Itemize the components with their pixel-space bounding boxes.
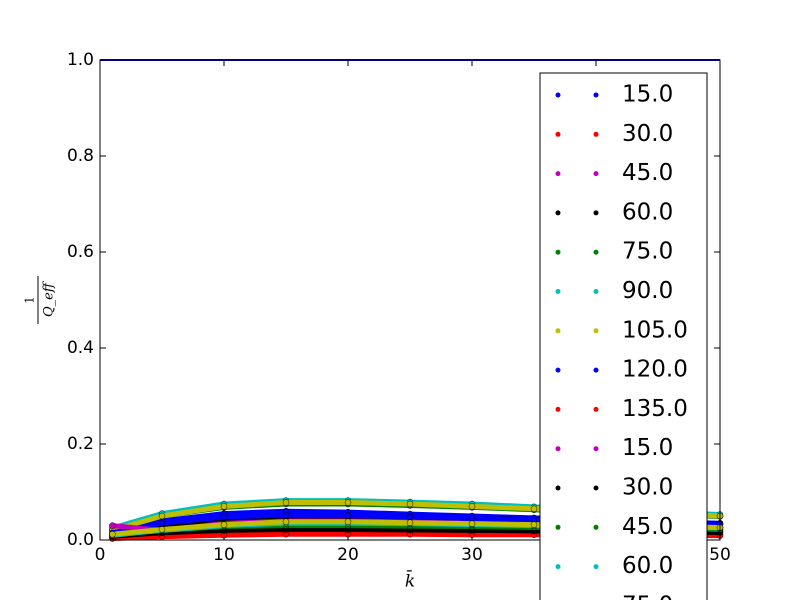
y-tick-label: 0.2	[67, 434, 94, 454]
legend-label: 75.0	[622, 239, 673, 265]
data-point	[406, 513, 414, 521]
legend-label: 75.0	[622, 592, 673, 600]
legend-marker	[555, 564, 561, 570]
legend-label: 60.0	[622, 553, 673, 579]
legend-label: 15.0	[622, 435, 673, 461]
legend-marker	[555, 289, 561, 294]
legend-label: 45.0	[622, 514, 673, 540]
y-label-numerator: 1	[23, 296, 37, 304]
x-tick-label: 30	[461, 545, 483, 565]
legend-marker	[555, 446, 561, 452]
legend-label: 30.0	[622, 121, 673, 147]
y-tick-label: 0.6	[67, 242, 94, 262]
data-point	[220, 521, 228, 528]
legend-marker	[593, 328, 599, 334]
legend-label: 45.0	[622, 160, 673, 186]
data-point	[220, 503, 228, 510]
legend-marker	[593, 446, 599, 452]
data-point	[344, 518, 352, 526]
data-point	[282, 499, 290, 506]
data-point	[530, 505, 538, 513]
legend-marker	[555, 249, 561, 255]
legend-marker	[593, 564, 599, 570]
legend-marker	[593, 210, 599, 216]
legend-marker	[555, 406, 561, 412]
data-point	[158, 526, 166, 533]
data-point	[530, 521, 538, 528]
legend-marker	[593, 367, 599, 373]
y-label-denominator: Q_eff	[42, 280, 57, 317]
legend-marker	[555, 92, 561, 98]
data-point	[282, 511, 290, 519]
y-tick-label: 1.0	[67, 50, 94, 70]
legend-marker	[593, 485, 599, 491]
legend-marker	[555, 524, 561, 530]
data-point	[468, 520, 476, 527]
legend-label: 30.0	[622, 475, 673, 501]
data-point	[406, 500, 414, 508]
x-tick-label: 50	[709, 545, 731, 565]
data-point	[468, 503, 476, 510]
legend-marker	[593, 171, 599, 177]
legend-marker	[555, 485, 561, 491]
data-point	[406, 519, 414, 526]
y-tick-label: 0.4	[67, 338, 94, 358]
legend-marker	[555, 171, 561, 177]
legend-marker	[593, 524, 599, 530]
legend-label: 15.0	[622, 82, 673, 108]
legend-marker	[593, 131, 599, 137]
y-tick-label: 0.8	[67, 146, 94, 166]
legend-marker	[555, 328, 561, 334]
data-point	[109, 522, 116, 529]
legend-label: 105.0	[622, 317, 688, 343]
x-tick-label: 20	[337, 545, 359, 565]
legend-marker	[593, 92, 599, 98]
data-point	[344, 499, 352, 506]
y-axis-label: 1 Q_eff	[23, 276, 57, 324]
legend-marker	[555, 367, 561, 373]
legend-label: 120.0	[622, 357, 688, 383]
x-tick-label: 0	[95, 545, 106, 565]
legend-marker	[555, 131, 561, 137]
data-point	[344, 512, 352, 519]
legend-label: 60.0	[622, 199, 673, 225]
x-tick-label: 10	[213, 545, 235, 565]
legend-box	[539, 72, 708, 600]
x-axis-label: k̄	[405, 569, 415, 592]
data-point	[282, 518, 290, 526]
legend-marker	[593, 249, 599, 255]
legend-marker	[555, 210, 561, 216]
data-point	[158, 519, 166, 527]
legend-marker	[593, 406, 599, 412]
data-point	[158, 512, 166, 520]
legend-label: 135.0	[622, 396, 688, 422]
data-point	[220, 513, 228, 521]
legend-marker	[593, 289, 599, 294]
data-point	[109, 530, 116, 538]
legend-label: 90.0	[622, 278, 673, 304]
y-tick-label: 0.0	[67, 530, 94, 550]
